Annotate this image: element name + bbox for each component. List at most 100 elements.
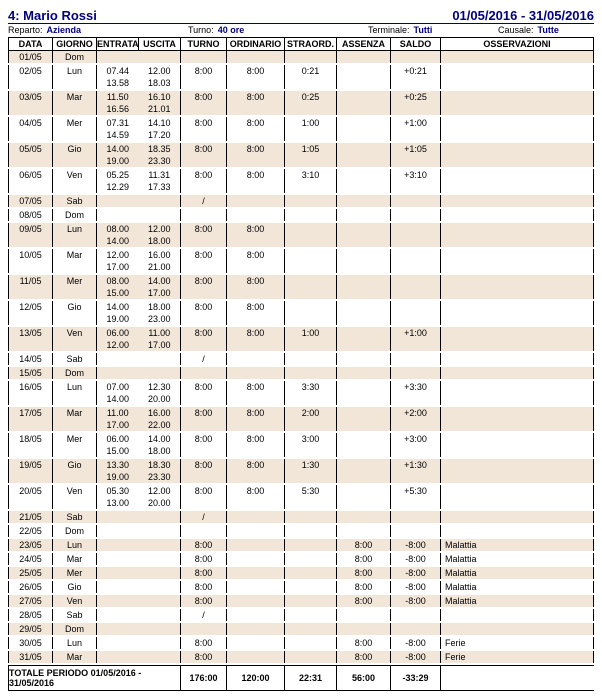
- cell-data: 13/05: [9, 327, 53, 339]
- cell-saldo: [391, 77, 441, 89]
- cell-data: 15/05: [9, 367, 53, 379]
- cell-entrata2: 19.00: [97, 313, 139, 325]
- causale-value: Tutte: [538, 25, 559, 35]
- cell-uscita: [139, 367, 181, 379]
- cell-uscita: 14.00: [139, 275, 181, 287]
- cell-assenza: [337, 275, 391, 287]
- cell-giorno: Sab: [53, 353, 97, 365]
- cell-ordinario: [227, 77, 285, 89]
- cell-straord: [285, 195, 337, 207]
- cell-turno: 8:00: [181, 485, 227, 497]
- cell-assenza: [337, 155, 391, 167]
- terminale-label: Terminale:: [368, 25, 410, 35]
- cell-data: [9, 261, 53, 273]
- cell-data: 02/05: [9, 65, 53, 77]
- cell-osservazioni: [441, 407, 594, 419]
- cell-data: 18/05: [9, 433, 53, 445]
- cell-uscita2: 18.00: [139, 445, 181, 457]
- cell-assenza: [337, 471, 391, 483]
- cell-uscita: 16.00: [139, 249, 181, 261]
- col-osservazioni: OSSERVAZIONI: [441, 38, 594, 51]
- cell-ordinario: [227, 51, 285, 64]
- cell-entrata: [97, 637, 139, 649]
- cell-saldo: [391, 155, 441, 167]
- table-row: 12/05Gio14.0018.008:008:00: [9, 301, 594, 313]
- table-row: 23/05Lun8:008:00-8:00Malattia: [9, 539, 594, 551]
- cell-straord: [285, 287, 337, 299]
- cell-turno: 8:00: [181, 117, 227, 129]
- cell-uscita: 18.00: [139, 301, 181, 313]
- cell-entrata: 07.00: [97, 381, 139, 393]
- table-row: 22/05Dom: [9, 525, 594, 537]
- cell-giorno: Mar: [53, 553, 97, 565]
- cell-uscita: [139, 581, 181, 593]
- table-row: 10/05Mar12.0016.008:008:00: [9, 249, 594, 261]
- table-row: 24/05Mar8:008:00-8:00Malattia: [9, 553, 594, 565]
- cell-giorno: Ven: [53, 327, 97, 339]
- cell-turno: [181, 339, 227, 351]
- cell-data: 03/05: [9, 91, 53, 103]
- cell-turno: 8:00: [181, 301, 227, 313]
- cell-turno: /: [181, 511, 227, 523]
- cell-ordinario: 8:00: [227, 275, 285, 287]
- cell-osservazioni: Malattia: [441, 595, 594, 607]
- cell-turno: 8:00: [181, 143, 227, 155]
- cell-data: [9, 77, 53, 89]
- cell-saldo: +5:30: [391, 485, 441, 497]
- cell-uscita: [139, 539, 181, 551]
- cell-data: [9, 419, 53, 431]
- cell-data: 25/05: [9, 567, 53, 579]
- cell-entrata: [97, 553, 139, 565]
- cell-uscita2: 21.00: [139, 261, 181, 273]
- cell-osservazioni: Malattia: [441, 567, 594, 579]
- cell-uscita2: 23.30: [139, 155, 181, 167]
- cell-giorno: Lun: [53, 539, 97, 551]
- cell-data: [9, 313, 53, 325]
- cell-straord: [285, 609, 337, 621]
- cell-giorno: Mer: [53, 117, 97, 129]
- cell-ordinario: 8:00: [227, 433, 285, 445]
- cell-assenza: [337, 287, 391, 299]
- cell-saldo: [391, 301, 441, 313]
- table-row: 11/05Mer08.0014.008:008:00: [9, 275, 594, 287]
- date-range: 01/05/2016 - 31/05/2016: [452, 8, 594, 23]
- cell-entrata: [97, 539, 139, 551]
- table-row: 19/05Gio13.3018.308:008:001:30+1:30: [9, 459, 594, 471]
- cell-straord: 1:00: [285, 327, 337, 339]
- cell-giorno: Lun: [53, 65, 97, 77]
- cell-osservazioni: [441, 287, 594, 299]
- cell-assenza: [337, 445, 391, 457]
- cell-giorno: [53, 77, 97, 89]
- cell-turno: /: [181, 353, 227, 365]
- cell-straord: [285, 209, 337, 221]
- cell-data: 22/05: [9, 525, 53, 537]
- cell-entrata: [97, 367, 139, 379]
- cell-ordinario: [227, 339, 285, 351]
- table-row: 05/05Gio14.0018.358:008:001:05+1:05: [9, 143, 594, 155]
- cell-saldo: +0:25: [391, 91, 441, 103]
- cell-turno: [181, 209, 227, 221]
- cell-ordinario: [227, 313, 285, 325]
- cell-turno: [181, 51, 227, 64]
- cell-osservazioni: [441, 353, 594, 365]
- cell-straord: [285, 419, 337, 431]
- cell-straord: [285, 511, 337, 523]
- cell-ordinario: 8:00: [227, 169, 285, 181]
- cell-giorno: [53, 155, 97, 167]
- table-row: 18/05Mer06.0014.008:008:003:00+3:00: [9, 433, 594, 445]
- cell-osservazioni: [441, 117, 594, 129]
- cell-saldo: +3:00: [391, 433, 441, 445]
- cell-entrata2: 14.00: [97, 393, 139, 405]
- cell-uscita: [139, 195, 181, 207]
- cell-data: [9, 471, 53, 483]
- cell-assenza: [337, 609, 391, 621]
- cell-ordinario: [227, 609, 285, 621]
- cell-data: 26/05: [9, 581, 53, 593]
- cell-assenza: [337, 209, 391, 221]
- cell-osservazioni: [441, 419, 594, 431]
- cell-data: 28/05: [9, 609, 53, 621]
- cell-saldo: -8:00: [391, 651, 441, 663]
- cell-ordinario: 8:00: [227, 459, 285, 471]
- table-row: 27/05Ven8:008:00-8:00Malattia: [9, 595, 594, 607]
- cell-giorno: [53, 471, 97, 483]
